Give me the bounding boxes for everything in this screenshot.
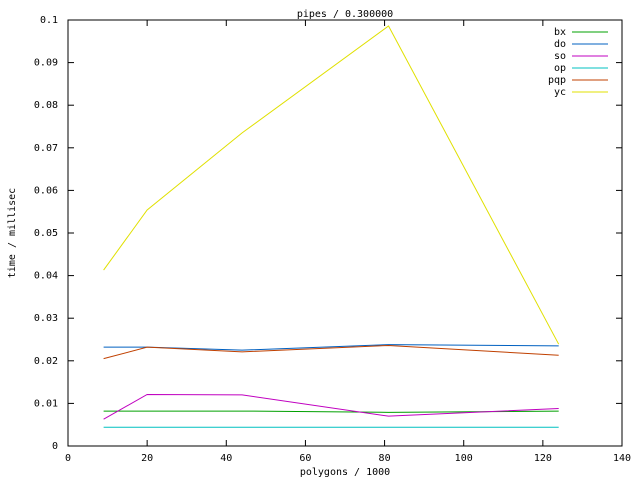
legend-label: bx [554, 27, 566, 38]
series-line [103, 344, 559, 360]
series-line [103, 344, 559, 351]
x-tick-label: 140 [613, 453, 631, 464]
y-axis-label: time / millisec [7, 188, 18, 278]
y-tick-label: 0.09 [34, 58, 58, 69]
legend-label: do [554, 39, 566, 50]
y-tick-label: 0.04 [34, 271, 58, 282]
legend-label: so [554, 51, 566, 62]
series-line [103, 25, 560, 345]
x-tick-label: 40 [220, 453, 232, 464]
x-tick-label: 0 [65, 453, 71, 464]
x-axis-label: polygons / 1000 [300, 467, 390, 478]
x-tick-label: 60 [299, 453, 311, 464]
x-tick-label: 20 [141, 453, 153, 464]
x-tick-label: 80 [379, 453, 391, 464]
chart-title: pipes / 0.300000 [297, 9, 393, 20]
y-tick-label: 0.08 [34, 100, 58, 111]
y-tick-label: 0.1 [40, 15, 58, 26]
legend-label: pqp [548, 75, 566, 86]
y-tick-label: 0.06 [34, 185, 58, 196]
y-tick-label: 0.02 [34, 356, 58, 367]
y-tick-label: 0.01 [34, 398, 58, 409]
x-tick-label: 100 [455, 453, 473, 464]
series-line [103, 393, 559, 420]
y-tick-label: 0.07 [34, 143, 58, 154]
y-tick-label: 0 [52, 441, 58, 452]
legend-label: yc [554, 87, 566, 98]
legend-label: op [554, 63, 566, 74]
y-tick-label: 0.03 [34, 313, 58, 324]
series-line [103, 410, 559, 413]
y-tick-label: 0.05 [34, 228, 58, 239]
x-tick-label: 120 [534, 453, 552, 464]
